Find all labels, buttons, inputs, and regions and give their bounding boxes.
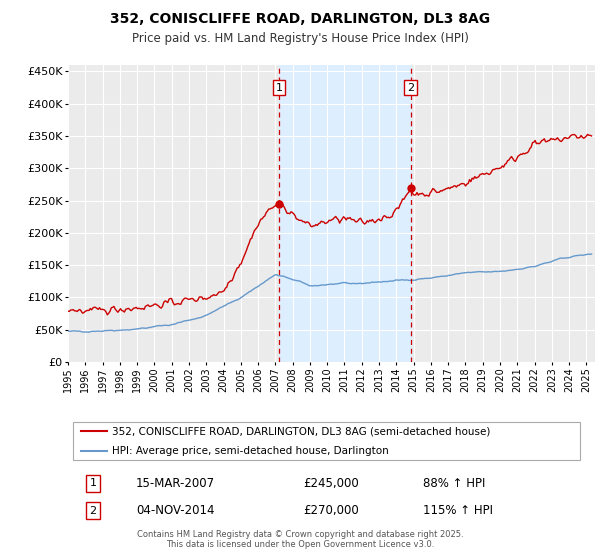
Text: 352, CONISCLIFFE ROAD, DARLINGTON, DL3 8AG: 352, CONISCLIFFE ROAD, DARLINGTON, DL3 8… [110, 12, 490, 26]
Text: HPI: Average price, semi-detached house, Darlington: HPI: Average price, semi-detached house,… [112, 446, 389, 456]
Text: 2: 2 [89, 506, 97, 516]
Text: Price paid vs. HM Land Registry's House Price Index (HPI): Price paid vs. HM Land Registry's House … [131, 32, 469, 45]
Text: 1: 1 [275, 82, 283, 92]
Text: 1: 1 [89, 478, 97, 488]
Text: 88% ↑ HPI: 88% ↑ HPI [423, 477, 485, 489]
Text: £245,000: £245,000 [303, 477, 359, 489]
Text: 115% ↑ HPI: 115% ↑ HPI [423, 505, 493, 517]
Text: £270,000: £270,000 [303, 505, 359, 517]
Bar [279, 65, 411, 362]
Text: 04-NOV-2014: 04-NOV-2014 [136, 505, 214, 517]
Text: 2: 2 [407, 82, 415, 92]
FancyBboxPatch shape [73, 422, 580, 460]
Text: 352, CONISCLIFFE ROAD, DARLINGTON, DL3 8AG (semi-detached house): 352, CONISCLIFFE ROAD, DARLINGTON, DL3 8… [112, 426, 491, 436]
Text: Contains HM Land Registry data © Crown copyright and database right 2025.
This d: Contains HM Land Registry data © Crown c… [137, 530, 463, 549]
Text: 15-MAR-2007: 15-MAR-2007 [136, 477, 215, 489]
